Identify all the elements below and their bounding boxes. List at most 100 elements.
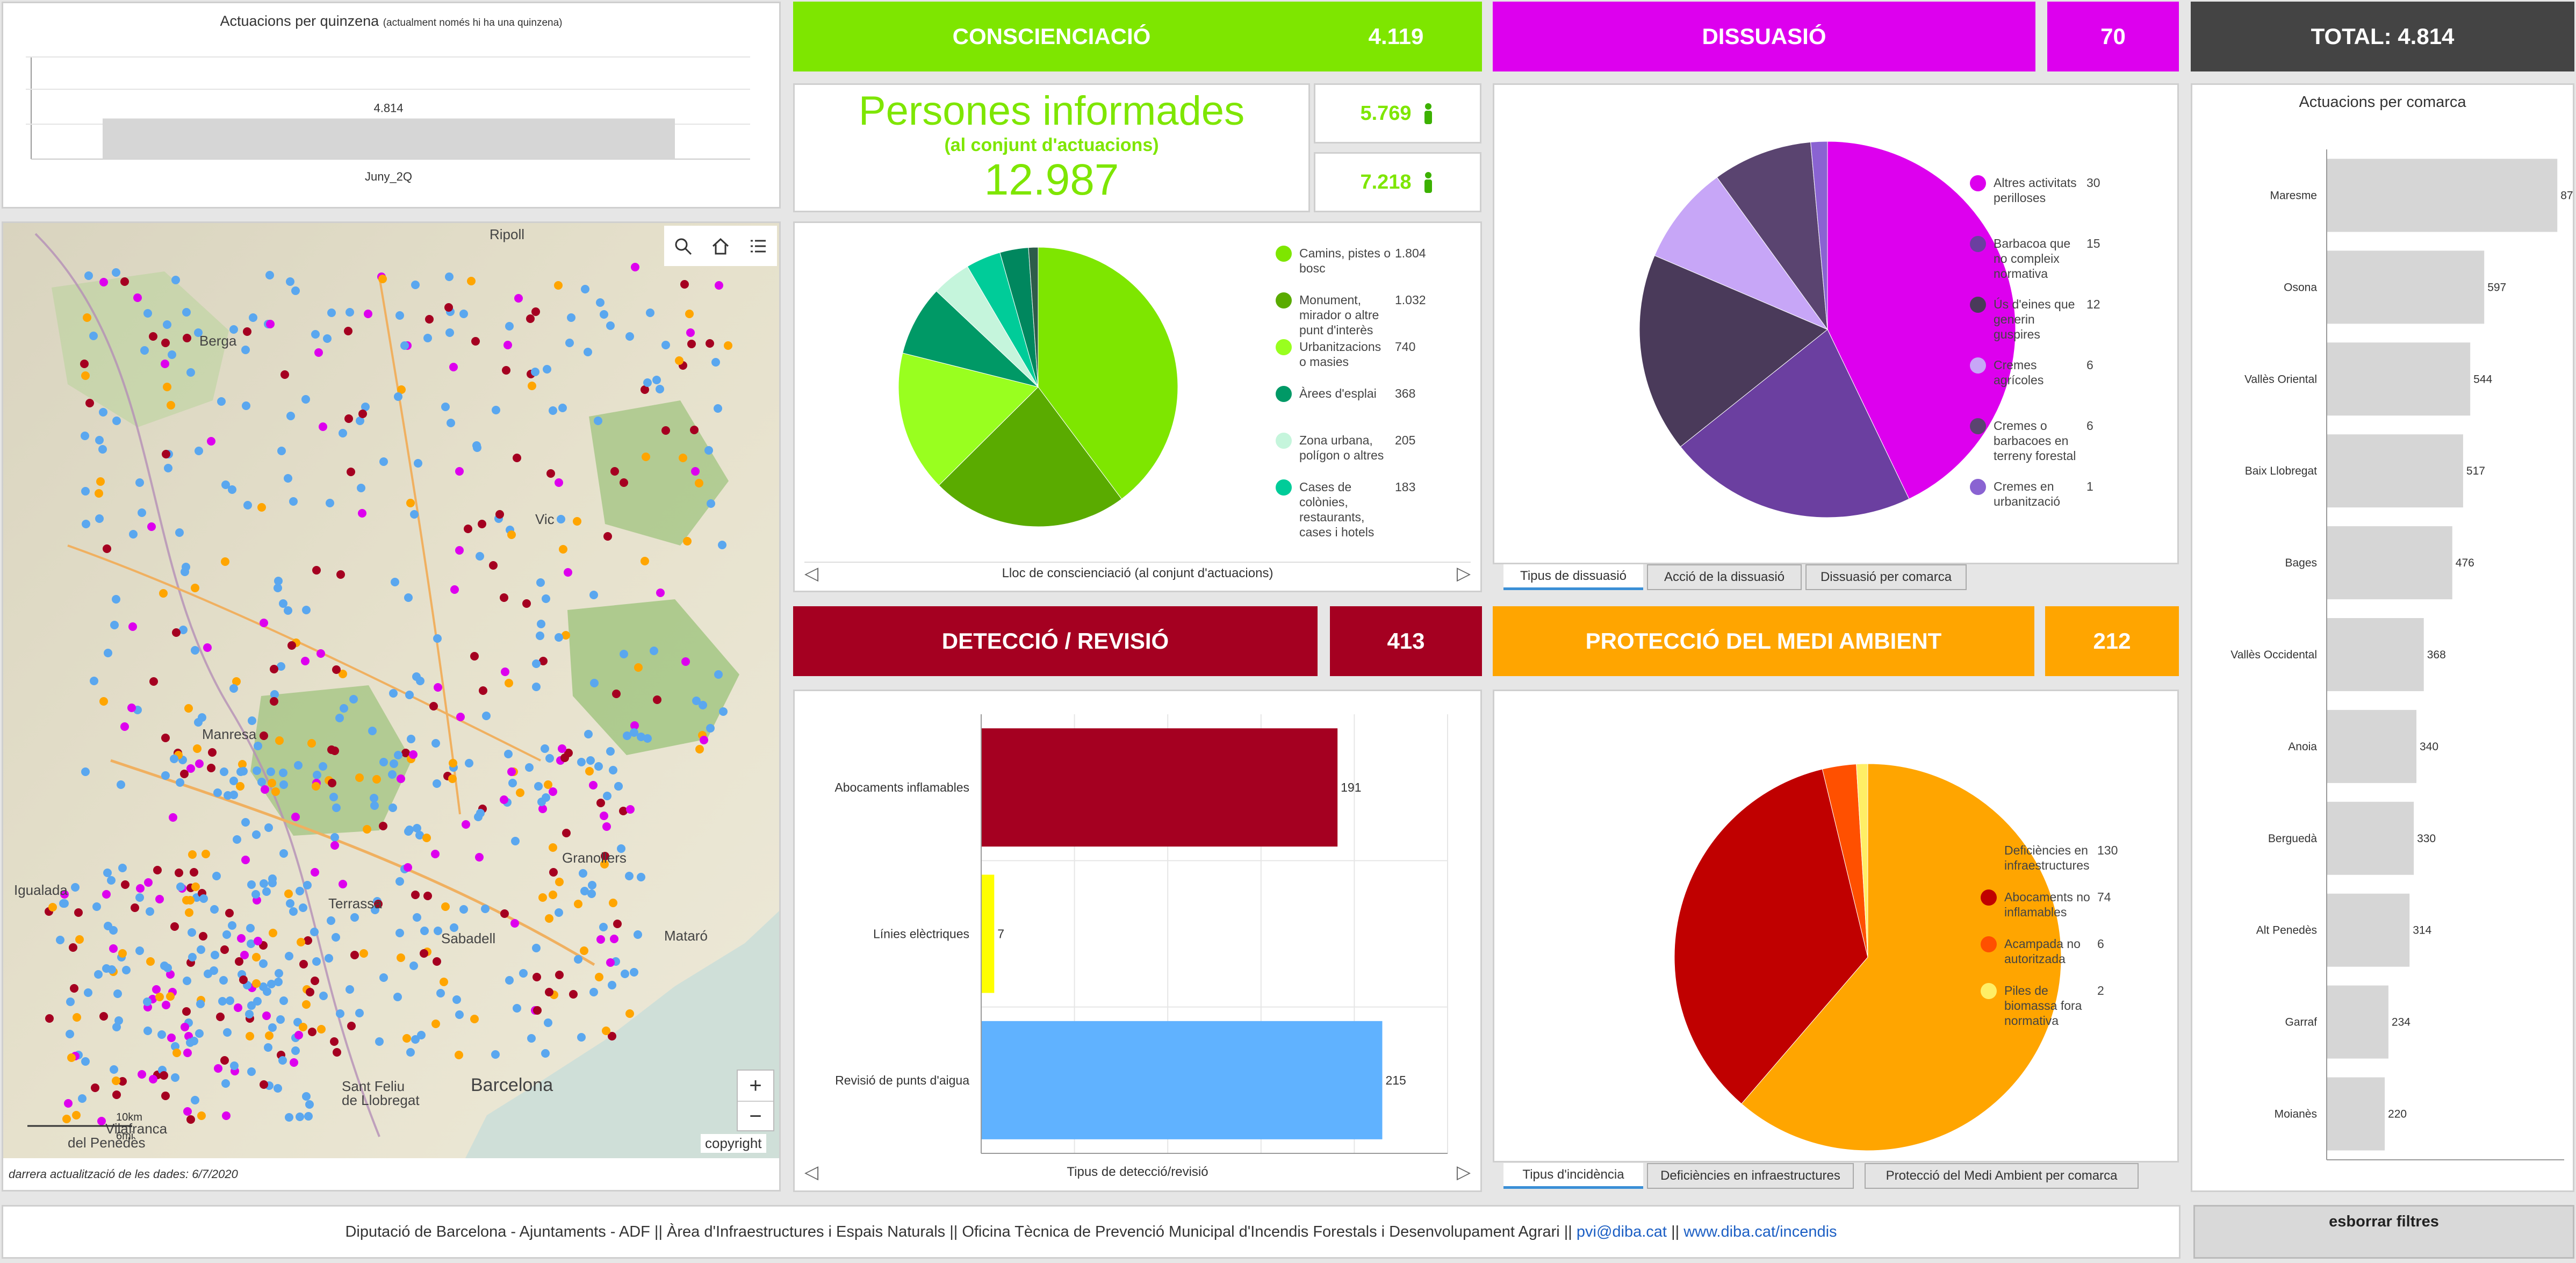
map-incident-marker[interactable] [247,880,256,889]
map-incident-marker[interactable] [325,954,333,963]
map[interactable]: Ripoll Berga Vic Manresa Granollers Igualada T… [3,223,779,1158]
legend-item[interactable]: Ús d'eines que generin guspires 12 [1970,297,2100,342]
map-incident-marker[interactable] [183,1107,192,1116]
map-incident-marker[interactable] [222,930,231,939]
map-incident-marker[interactable] [270,697,278,706]
map-incident-marker[interactable] [617,844,625,853]
map-incident-marker[interactable] [275,969,283,978]
map-incident-marker[interactable] [332,933,340,942]
map-incident-marker[interactable] [259,982,268,991]
legend-item[interactable]: Urbanitzacions o masies 740 [1276,339,1415,369]
map-incident-marker[interactable] [71,883,80,892]
conscienciacio-slice[interactable] [1028,247,1039,387]
dissuasio-tab-3[interactable]: Dissuasió per comarca [1805,564,1967,590]
map-incident-marker[interactable] [586,756,595,765]
map-incident-marker[interactable] [188,850,197,859]
map-incident-marker[interactable] [252,953,261,961]
map-incident-marker[interactable] [685,310,694,318]
map-incident-marker[interactable] [62,1115,71,1123]
map-incident-marker[interactable] [404,863,412,872]
map-incident-marker[interactable] [72,1111,81,1120]
map-incident-marker[interactable] [120,277,129,286]
map-incident-marker[interactable] [531,307,540,316]
map-incident-marker[interactable] [609,899,617,907]
map-incident-marker[interactable] [213,788,222,797]
map-incident-marker[interactable] [274,584,282,592]
map-incident-marker[interactable] [241,856,250,864]
conscienciacio-slice[interactable] [902,291,1039,387]
proteccio-slice[interactable] [1856,763,1868,958]
deteccio-bar[interactable] [981,728,1338,847]
map-incident-marker[interactable] [356,417,364,425]
map-incident-marker[interactable] [409,750,418,759]
map-incident-marker[interactable] [445,328,454,337]
map-incident-marker[interactable] [289,497,298,506]
map-incident-marker[interactable] [149,1075,157,1083]
map-incident-marker[interactable] [294,761,303,770]
map-incident-marker[interactable] [304,1112,313,1121]
map-incident-marker[interactable] [332,665,341,674]
map-incident-marker[interactable] [45,1014,54,1023]
map-incident-marker[interactable] [555,633,563,642]
map-incident-marker[interactable] [83,313,91,322]
map-incident-marker[interactable] [85,399,94,407]
legend-item[interactable]: Cremes o barbacoes en terreny forestal 6 [1970,418,2093,463]
map-incident-marker[interactable] [455,546,464,555]
map-incident-marker[interactable] [646,308,654,317]
map-incident-marker[interactable] [84,988,92,997]
map-incident-marker[interactable] [675,356,683,365]
map-incident-marker[interactable] [344,327,352,335]
map-incident-marker[interactable] [554,281,563,290]
map-incident-marker[interactable] [195,447,203,455]
map-incident-marker[interactable] [143,1027,152,1035]
map-incident-marker[interactable] [581,285,589,293]
map-incident-marker[interactable] [481,905,490,913]
map-incident-marker[interactable] [207,764,215,772]
map-incident-marker[interactable] [558,744,566,753]
map-incident-marker[interactable] [388,770,397,779]
map-incident-marker[interactable] [606,747,615,756]
map-incident-marker[interactable] [193,744,202,753]
map-incident-marker[interactable] [459,310,468,318]
map-incident-marker[interactable] [268,779,276,787]
map-incident-marker[interactable] [181,1023,189,1031]
map-incident-marker[interactable] [680,280,689,289]
comarca-bar[interactable] [2327,342,2471,416]
map-incident-marker[interactable] [99,697,108,706]
legend-item[interactable]: Altres activitats perilloses 30 [1970,175,2100,205]
map-incident-marker[interactable] [411,891,420,899]
map-incident-marker[interactable] [545,914,553,923]
map-incident-marker[interactable] [311,330,320,339]
map-incident-marker[interactable] [299,1023,307,1031]
map-incident-marker[interactable] [202,850,210,858]
dissuasio-slice[interactable] [1810,141,1828,330]
conscienciacio-slice[interactable] [938,386,1122,527]
map-incident-marker[interactable] [284,606,292,615]
map-incident-marker[interactable] [562,829,571,837]
map-incident-marker[interactable] [170,922,179,931]
map-incident-marker[interactable] [478,520,486,528]
map-incident-marker[interactable] [476,809,485,817]
map-incident-marker[interactable] [491,1050,500,1059]
map-incident-marker[interactable] [519,969,528,978]
map-incident-marker[interactable] [686,328,695,337]
map-incident-marker[interactable] [149,677,158,686]
map-incident-marker[interactable] [66,998,75,1006]
map-incident-marker[interactable] [448,774,457,783]
map-incident-marker[interactable] [394,392,402,401]
map-incident-marker[interactable] [406,1048,415,1057]
legend-item[interactable]: Barbacoa que no compleix normativa 15 [1970,236,2100,281]
comarca-bar[interactable] [2327,434,2463,508]
map-incident-marker[interactable] [327,745,336,754]
map-incident-marker[interactable] [219,976,228,985]
legend-item[interactable]: Acampada no autoritzada 6 [1981,936,2104,966]
map-incident-marker[interactable] [397,774,405,783]
map-incident-marker[interactable] [612,690,621,698]
map-incident-marker[interactable] [574,900,582,908]
zoom-in-button[interactable]: + [738,1071,773,1102]
map-incident-marker[interactable] [95,514,104,523]
map-incident-marker[interactable] [208,748,217,757]
map-incident-marker[interactable] [656,385,664,393]
map-incident-marker[interactable] [433,957,441,966]
map-incident-marker[interactable] [135,946,144,955]
